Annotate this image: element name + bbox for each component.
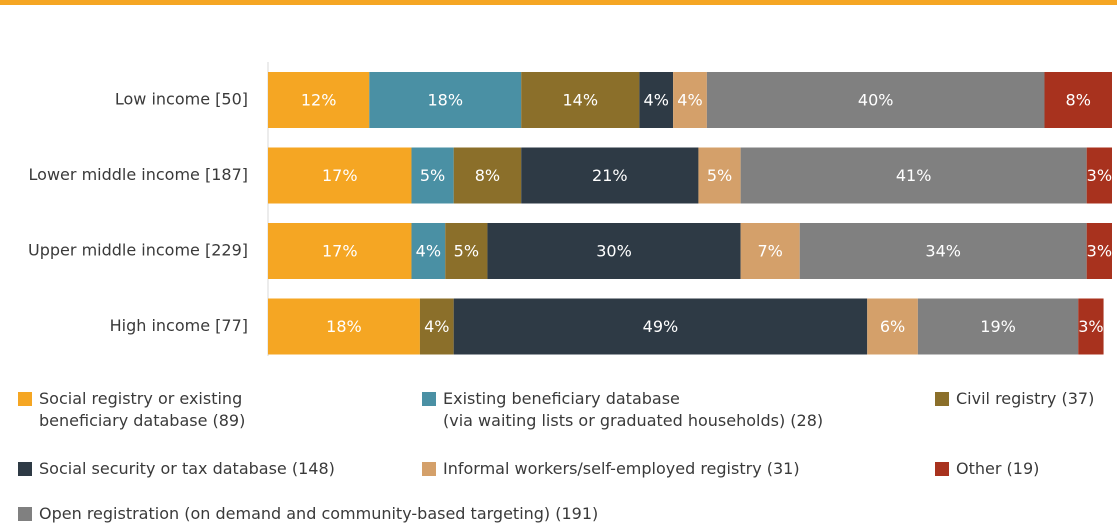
category-label: Low income [50] [115, 90, 248, 109]
legend-item: Social security or tax database (148) [18, 458, 335, 480]
legend-label: Social registry or existing beneficiary … [39, 389, 246, 430]
legend-swatch [18, 507, 32, 521]
value-label: 3% [1087, 166, 1112, 185]
legend-label: Open registration (on demand and communi… [39, 504, 599, 523]
bar-segment [411, 223, 446, 279]
bar-segment [1086, 223, 1112, 279]
bar-segment [268, 223, 412, 279]
legend-item: Other (19) [935, 458, 1039, 480]
value-label: 34% [925, 242, 961, 261]
value-label: 18% [326, 317, 362, 336]
bar-segment [867, 298, 918, 355]
bar-segment [799, 223, 1087, 279]
value-label: 21% [592, 166, 628, 185]
value-label: 49% [643, 317, 679, 336]
value-label: 8% [1066, 91, 1091, 110]
bar-segment [268, 298, 420, 355]
value-label: 6% [880, 317, 905, 336]
bar-segment [740, 147, 1087, 204]
value-label: 4% [424, 317, 449, 336]
value-label: 40% [858, 91, 894, 110]
legend-label: Other (19) [956, 459, 1040, 478]
value-label: 4% [677, 91, 702, 110]
bar-segment [268, 147, 412, 204]
legend-swatch [935, 392, 949, 406]
category-label: High income [77] [110, 316, 248, 335]
legend-item: Informal workers/self-employed registry … [422, 458, 800, 480]
bar-segment [453, 298, 868, 355]
bar-segment [1044, 72, 1112, 128]
bar-segment [698, 147, 741, 204]
value-label: 12% [301, 91, 337, 110]
top-rule [0, 0, 1117, 5]
chart: Low income [50] 12% 18% 14% 4% 4% 40% 8% Lower m… [0, 0, 1117, 356]
value-label: 17% [322, 242, 358, 261]
value-label: 18% [427, 91, 463, 110]
value-label: 5% [707, 166, 732, 185]
legend-swatch [18, 392, 32, 406]
bar-segment [445, 223, 488, 279]
legend-label: Informal workers/self-employed registry … [443, 459, 800, 478]
legend-item: Open registration (on demand and communi… [18, 503, 598, 525]
bar-segment [369, 72, 522, 128]
bar-segment [1078, 298, 1104, 355]
value-label: 5% [420, 166, 445, 185]
legend-swatch [18, 462, 32, 476]
legend-label: Existing beneficiary database (via waiti… [443, 389, 824, 430]
bar-segment [673, 72, 707, 128]
bar-segment [917, 298, 1079, 355]
value-label: 7% [757, 242, 782, 261]
bar-segment [639, 72, 674, 128]
legend-swatch [422, 392, 436, 406]
value-label: 41% [896, 166, 932, 185]
value-label: 14% [562, 91, 598, 110]
value-label: 8% [475, 166, 500, 185]
value-label: 19% [980, 317, 1016, 336]
category-label: Upper middle income [229] [28, 241, 248, 260]
bar-segment [419, 298, 454, 355]
bar-segment [411, 147, 454, 204]
bar-segment [740, 223, 800, 279]
bar-segment [268, 72, 370, 128]
value-label: 17% [322, 166, 358, 185]
legend-label: Civil registry (37) [956, 389, 1095, 408]
value-label: 30% [596, 242, 632, 261]
category-label: Lower middle income [187] [29, 165, 248, 184]
value-label: 5% [454, 242, 479, 261]
legend-item: Civil registry (37) [935, 388, 1094, 410]
bar-segment [521, 147, 699, 204]
bar-segment [521, 72, 640, 128]
legend-label: Social security or tax database (148) [39, 459, 335, 478]
legend-swatch [935, 462, 949, 476]
value-label: 4% [416, 242, 441, 261]
legend-item: Social registry or existing beneficiary … [18, 388, 245, 432]
legend-swatch [422, 462, 436, 476]
bar-segment [453, 147, 522, 204]
bar-segment [706, 72, 1045, 128]
bar-segment [487, 223, 741, 279]
value-label: 3% [1078, 317, 1103, 336]
legend-item: Existing beneficiary database (via waiti… [422, 388, 823, 432]
value-label: 3% [1087, 242, 1112, 261]
value-label: 4% [644, 91, 669, 110]
bar-segment [1086, 147, 1112, 204]
